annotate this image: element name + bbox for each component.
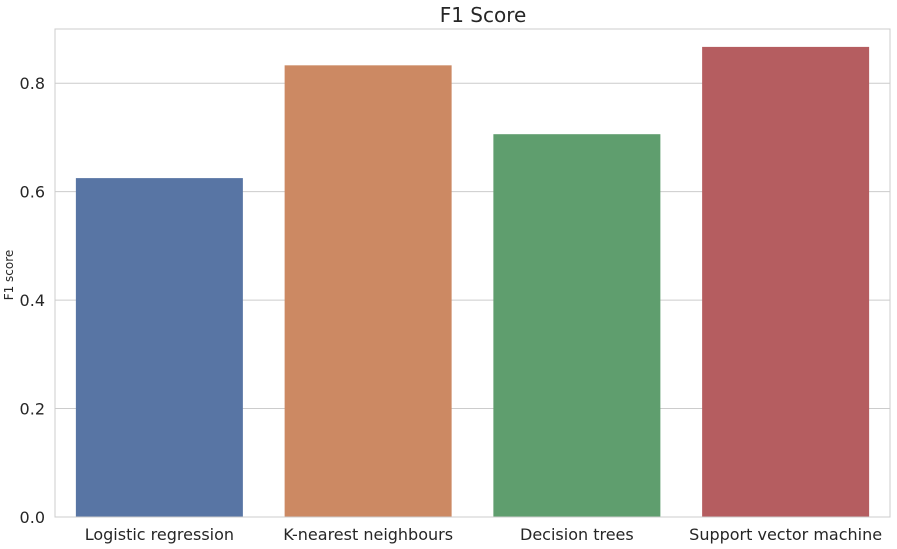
plot-frame xyxy=(54,28,891,518)
bars xyxy=(75,46,870,518)
x-ticks: Logistic regression K-nearest neighbours D… xyxy=(85,525,882,544)
y-tick-label: 0.4 xyxy=(20,291,45,310)
y-tick-label: 0.2 xyxy=(20,400,45,419)
y-ticks: 0.0 0.2 0.4 0.6 0.8 xyxy=(20,74,45,527)
bar-k-nearest-neighbours xyxy=(284,65,452,517)
y-tick-label: 0.0 xyxy=(20,508,45,527)
x-tick-label: K-nearest neighbours xyxy=(283,525,453,544)
bar-logistic-regression xyxy=(75,178,243,517)
x-tick-label: Decision trees xyxy=(520,525,634,544)
y-tick-label: 0.6 xyxy=(20,183,45,202)
y-axis-label: F1 score xyxy=(2,250,16,301)
bar-support-vector-machine xyxy=(702,46,870,517)
x-tick-label: Logistic regression xyxy=(85,525,234,544)
y-tick-label: 0.8 xyxy=(20,74,45,93)
x-tick-label: Support vector machine xyxy=(689,525,882,544)
chart-title: F1 Score xyxy=(440,3,527,27)
bar-decision-trees xyxy=(493,134,661,518)
